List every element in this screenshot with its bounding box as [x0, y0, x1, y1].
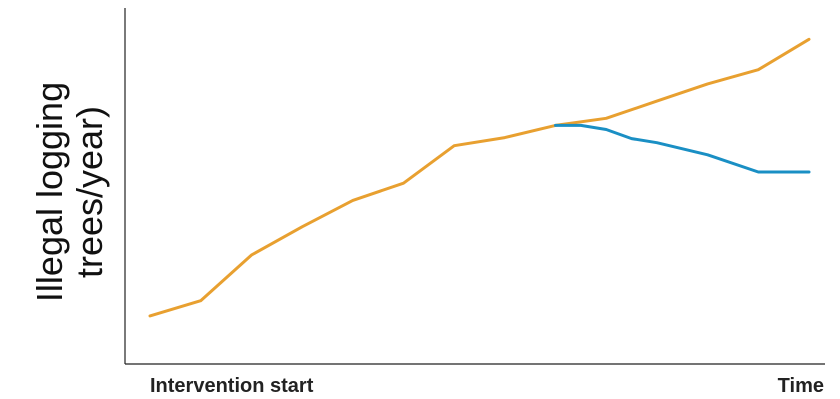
- x-axis-label-start: Intervention start: [150, 375, 314, 397]
- series-line-1: [148, 37, 811, 318]
- x-axis-label-time: Time: [778, 375, 824, 397]
- axes: [124, 8, 825, 365]
- y-axis-label-line1: Illegal logging: [29, 82, 70, 302]
- series-layer: [148, 37, 811, 318]
- series-line-2: [554, 123, 811, 174]
- y-axis-label-line2: trees/year): [69, 106, 110, 278]
